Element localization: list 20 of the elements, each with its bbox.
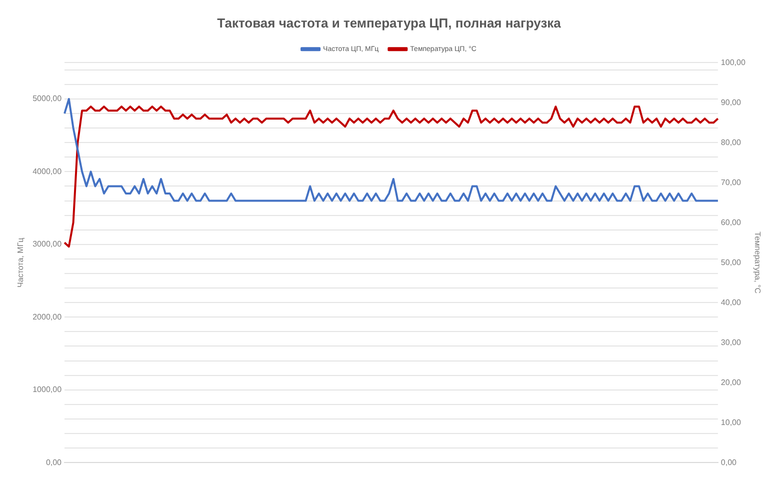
y2-tick-label: 100,00 [720,58,746,67]
y2-tick-label: 30,00 [720,338,742,347]
y-tick-label: 2000,00 [32,312,62,322]
y-tick-label: 3000,00 [32,240,62,249]
y2-tick-label: 50,00 [720,258,742,267]
y-tick-label: 4000,00 [32,166,62,176]
y2-tick-label: 10,00 [720,418,742,427]
y2-tick-label: 90,00 [720,98,742,107]
y2-tick-label: 60,00 [720,218,742,227]
y2-tick-label: 80,00 [720,138,742,147]
y-axis-title: Частота, МГц [16,237,26,288]
chart-title: Тактовая частота и температура ЦП, полная нагрузка [217,15,562,30]
y-tick-label: 5000,00 [32,94,62,104]
y2-tick-label: 0,00 [720,458,738,467]
y2-tick-label: 40,00 [720,298,742,307]
y2-tick-label: 20,00 [720,378,742,387]
y2-axis-title: Температура, °С [752,232,762,294]
y-tick-label: 0,00 [46,458,62,467]
y2-tick-label: 70,00 [720,178,742,187]
y-tick-label: 1000,00 [32,385,62,394]
